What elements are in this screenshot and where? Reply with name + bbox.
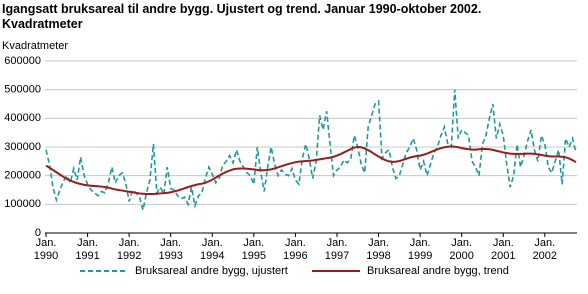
- y-tick-label: 500000: [4, 84, 41, 96]
- legend-label: Bruksareal andre bygg, ujustert: [135, 265, 288, 277]
- y-tick-label: 400000: [4, 112, 41, 124]
- x-tick-label: Jan. 1999: [407, 237, 433, 262]
- x-tick-label: Jan. 1990: [33, 237, 59, 262]
- series-line: [45, 89, 577, 211]
- x-tick-label: Jan. 1998: [366, 237, 391, 262]
- x-tick-label: Jan. 2000: [449, 237, 474, 262]
- x-tick-label: Jan. 1996: [283, 237, 308, 262]
- x-tick-label: Jan. 1997: [324, 237, 350, 262]
- x-tick-label: Jan. 1994: [200, 237, 225, 262]
- chart-title: Igangsatt bruksareal til andre bygg. Uju…: [2, 2, 482, 16]
- x-tick-label: Jan. 1995: [241, 237, 267, 262]
- legend-label: Bruksareal andre bygg, trend: [367, 265, 509, 277]
- series-line: [45, 145, 577, 196]
- y-tick-label: 300000: [4, 141, 41, 153]
- x-tick-label: Jan. 1993: [158, 237, 183, 262]
- y-tick-label: 200000: [4, 170, 41, 182]
- x-tick-label: Jan. 1992: [116, 237, 142, 262]
- y-tick-label: 600000: [4, 55, 41, 67]
- y-tick-label: 0: [35, 227, 41, 239]
- y-axis-label: Kvadratmeter: [2, 40, 68, 52]
- x-tick-label: Jan. 1991: [75, 237, 100, 262]
- y-tick-label: 100000: [4, 198, 41, 210]
- x-tick-label: Jan. 2002: [532, 237, 558, 262]
- x-tick-label: Jan. 2001: [491, 237, 516, 262]
- chart-subtitle: Kvadratmeter: [2, 17, 83, 31]
